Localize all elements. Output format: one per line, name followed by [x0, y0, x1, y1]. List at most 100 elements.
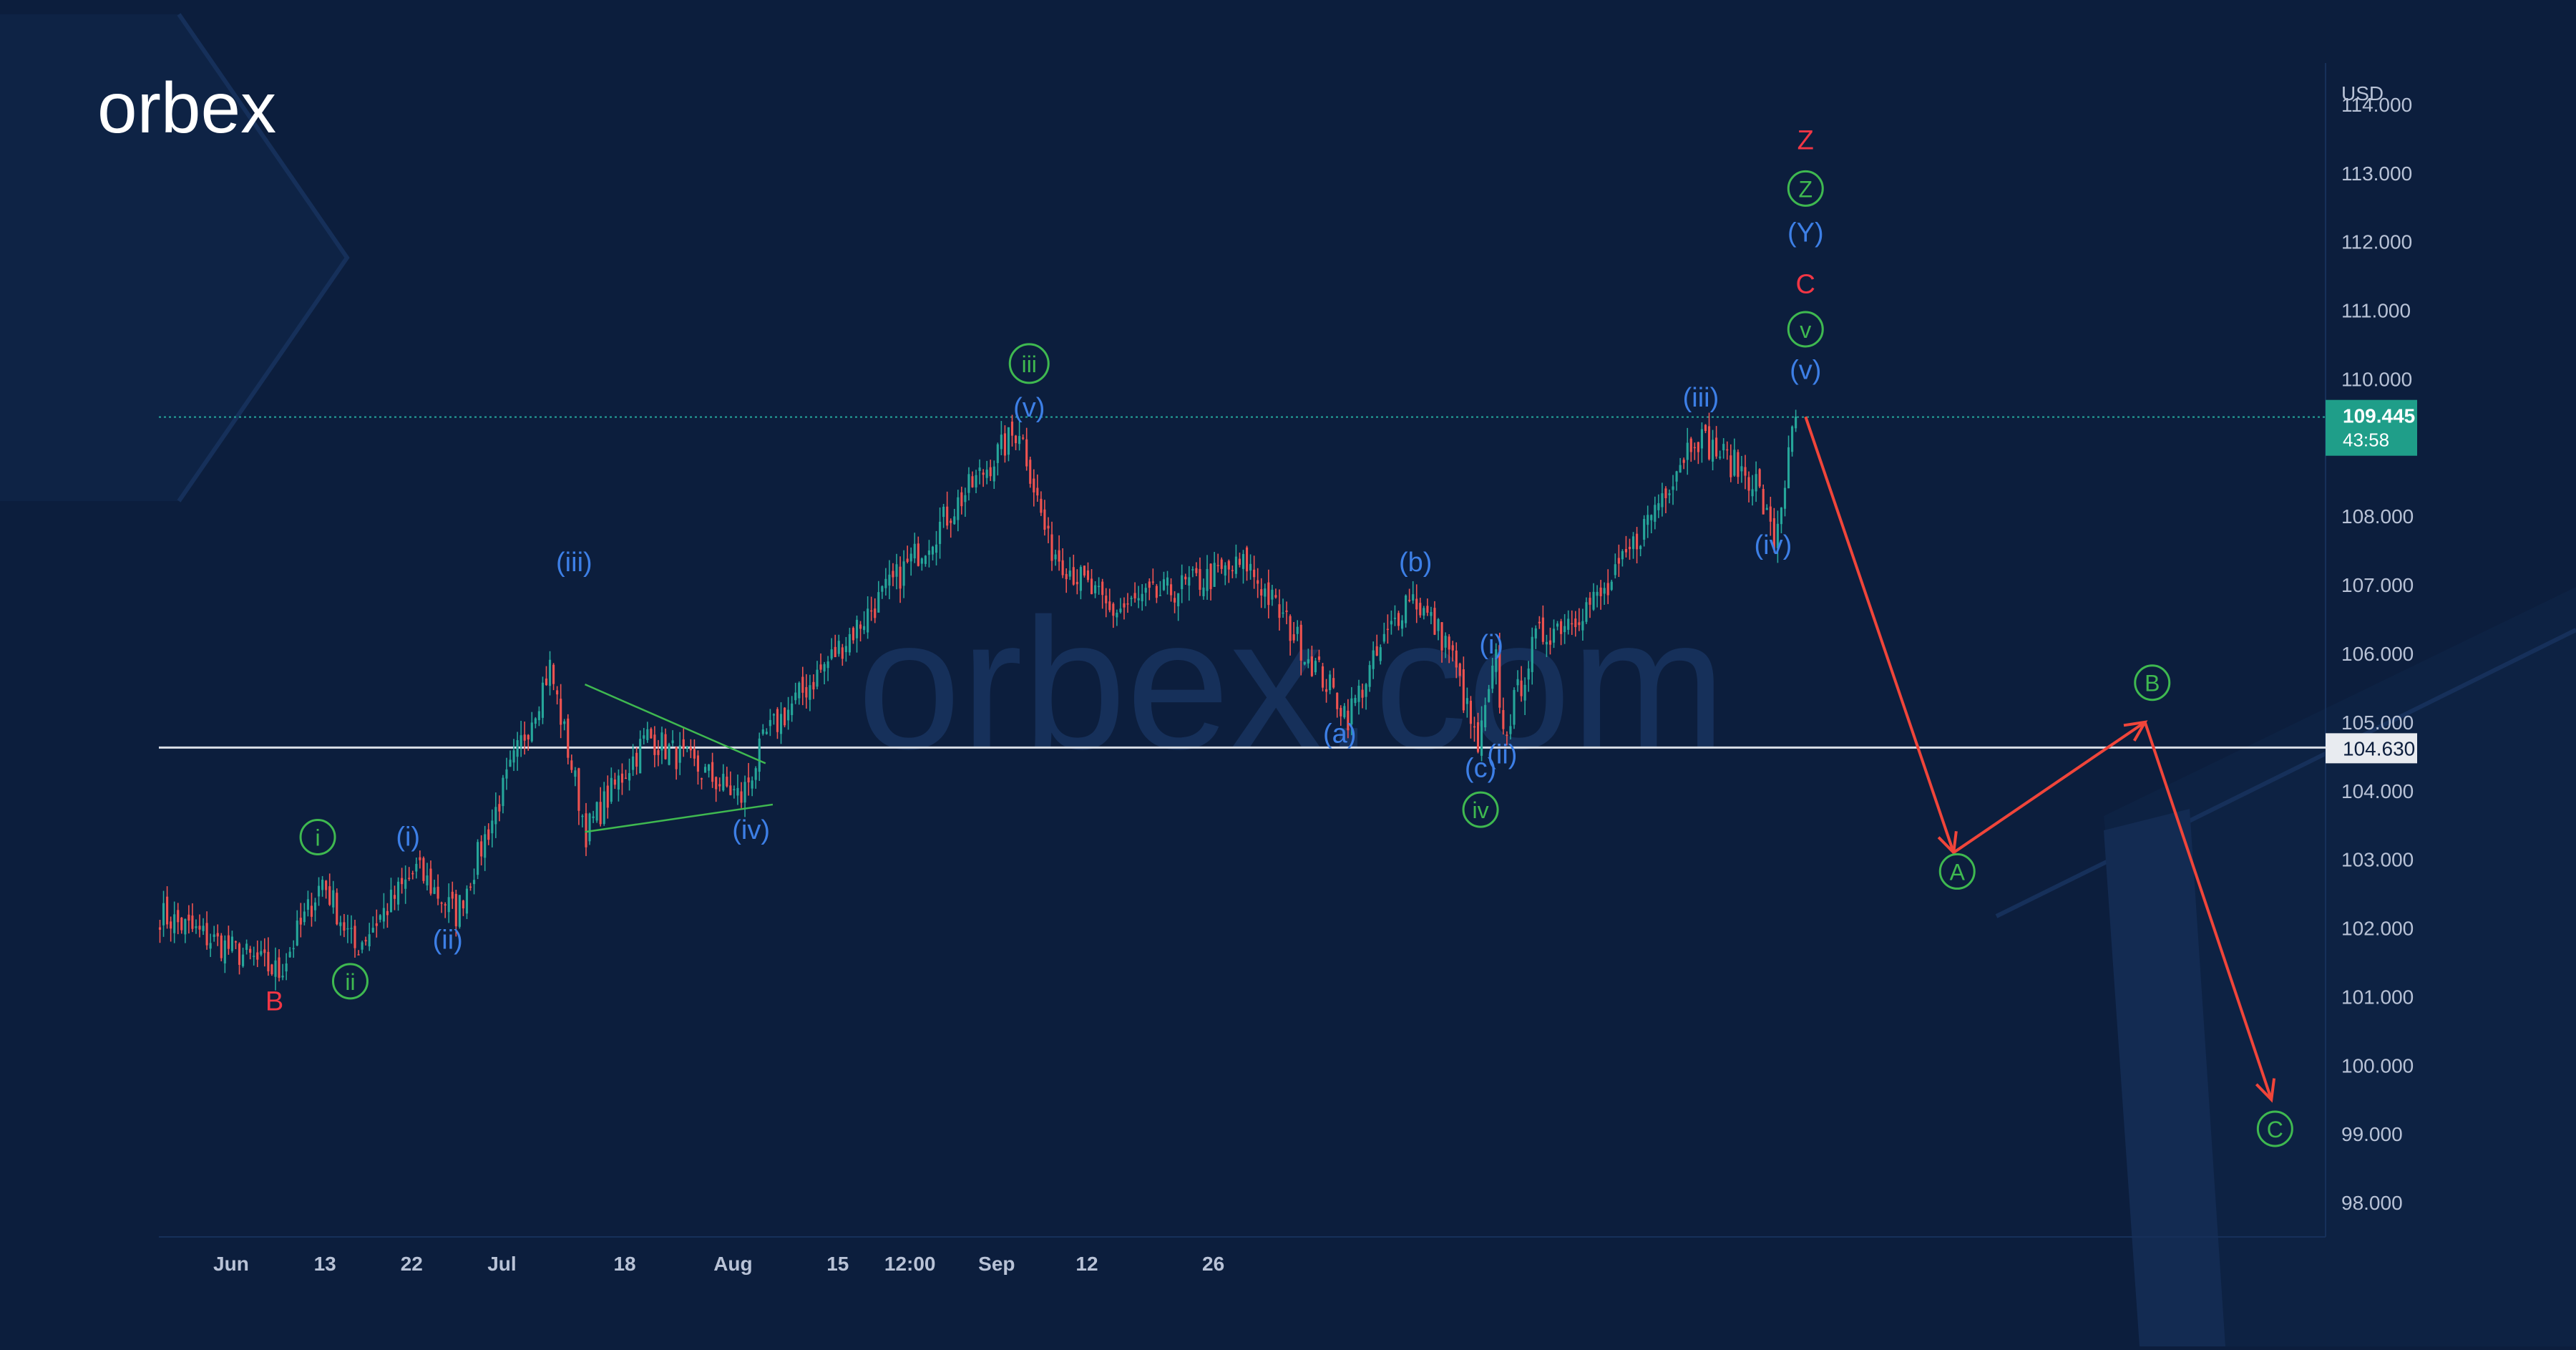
candle-body [332, 890, 335, 908]
candle [1025, 427, 1028, 471]
candle [227, 926, 230, 955]
y-tick-label: 110.000 [2341, 368, 2412, 390]
candle [794, 682, 797, 704]
candle [1689, 437, 1692, 462]
candle-body [664, 734, 667, 759]
candle-body [303, 911, 306, 923]
candle-body [1643, 519, 1646, 540]
candle-body [1390, 621, 1392, 625]
candle [1578, 608, 1581, 631]
time-axis[interactable]: Jun 13 22 Jul 18 Aug 15 12:00 Sep 12 26 [213, 1253, 1224, 1275]
candle [1375, 634, 1378, 656]
forecast-path [1804, 416, 2276, 1103]
candle [1155, 583, 1158, 603]
candle-body [1144, 588, 1147, 593]
candle [1423, 606, 1425, 620]
candle-body [992, 466, 995, 482]
candle-body [563, 721, 566, 724]
candle-body [1581, 621, 1584, 631]
wave-label: (i) [1479, 630, 1503, 660]
wave-label: (b) [1399, 548, 1432, 578]
candle [1191, 566, 1194, 578]
candle [1022, 434, 1025, 440]
candle [1372, 641, 1375, 679]
candle-body [632, 756, 635, 770]
candle-body [1567, 618, 1570, 630]
candle [1664, 486, 1667, 513]
candle-body [722, 774, 725, 791]
candle [451, 881, 454, 909]
candle [1137, 586, 1140, 608]
candle [816, 661, 819, 689]
candle-body [1556, 623, 1559, 627]
candle-body [942, 506, 945, 518]
candle-body [859, 624, 862, 629]
candle-body [913, 543, 916, 559]
candle-body [411, 873, 414, 875]
x-tick-label: Sep [978, 1253, 1015, 1275]
candle [888, 560, 891, 600]
candle-body [1365, 684, 1367, 697]
candle-body [444, 904, 447, 906]
candle-body [404, 879, 407, 889]
wave-label: A [1950, 859, 1966, 885]
candle [1133, 582, 1136, 603]
candle [1516, 670, 1519, 692]
candle-body [1462, 669, 1465, 711]
candle [1249, 554, 1252, 580]
candle [1354, 694, 1357, 706]
candle-body [1317, 656, 1321, 660]
candle-body [1513, 689, 1516, 725]
candle-body [715, 777, 718, 790]
candle-body [863, 626, 866, 631]
candle-body [1534, 628, 1537, 638]
candle [1596, 585, 1599, 608]
candle [1314, 657, 1317, 675]
candle-body [1274, 595, 1277, 598]
candle-body [978, 467, 981, 471]
candle [242, 947, 245, 968]
candle [1299, 621, 1302, 676]
candle-body [577, 768, 580, 811]
candle-body [960, 492, 963, 507]
candle-body [1624, 548, 1628, 553]
candle-body [1585, 602, 1588, 622]
wave-label: iii [1022, 351, 1037, 377]
candle-body [458, 895, 461, 927]
candle [1310, 646, 1313, 677]
candle [1476, 712, 1480, 754]
candle [1433, 601, 1436, 636]
candle-body [671, 740, 674, 744]
candle-body [1090, 578, 1093, 594]
candlestick-series[interactable] [158, 409, 1797, 991]
candle-body [1578, 622, 1581, 626]
candle [1245, 545, 1249, 581]
candle [1498, 633, 1501, 714]
y-tick-label: 103.000 [2341, 849, 2414, 871]
candle [487, 823, 490, 845]
candle-body [1321, 666, 1324, 688]
candle [1783, 480, 1787, 517]
candle-body [177, 910, 180, 923]
candle-body [689, 747, 692, 751]
candle-body [1257, 580, 1259, 584]
candle-body [1675, 471, 1678, 482]
candle-body [1596, 591, 1599, 596]
candle-body [1375, 646, 1378, 656]
wave-label-circle [331, 963, 369, 1000]
candle [874, 598, 877, 623]
candle [1419, 598, 1422, 618]
candle-body [346, 928, 349, 930]
candle [1253, 555, 1256, 589]
candle-body [1043, 509, 1046, 530]
candle-body [1357, 686, 1360, 702]
candle-body [454, 893, 457, 927]
x-tick-label: 26 [1202, 1253, 1224, 1275]
candle-body [982, 472, 985, 475]
candle [686, 745, 688, 752]
candle [772, 713, 775, 725]
candle [899, 556, 902, 603]
